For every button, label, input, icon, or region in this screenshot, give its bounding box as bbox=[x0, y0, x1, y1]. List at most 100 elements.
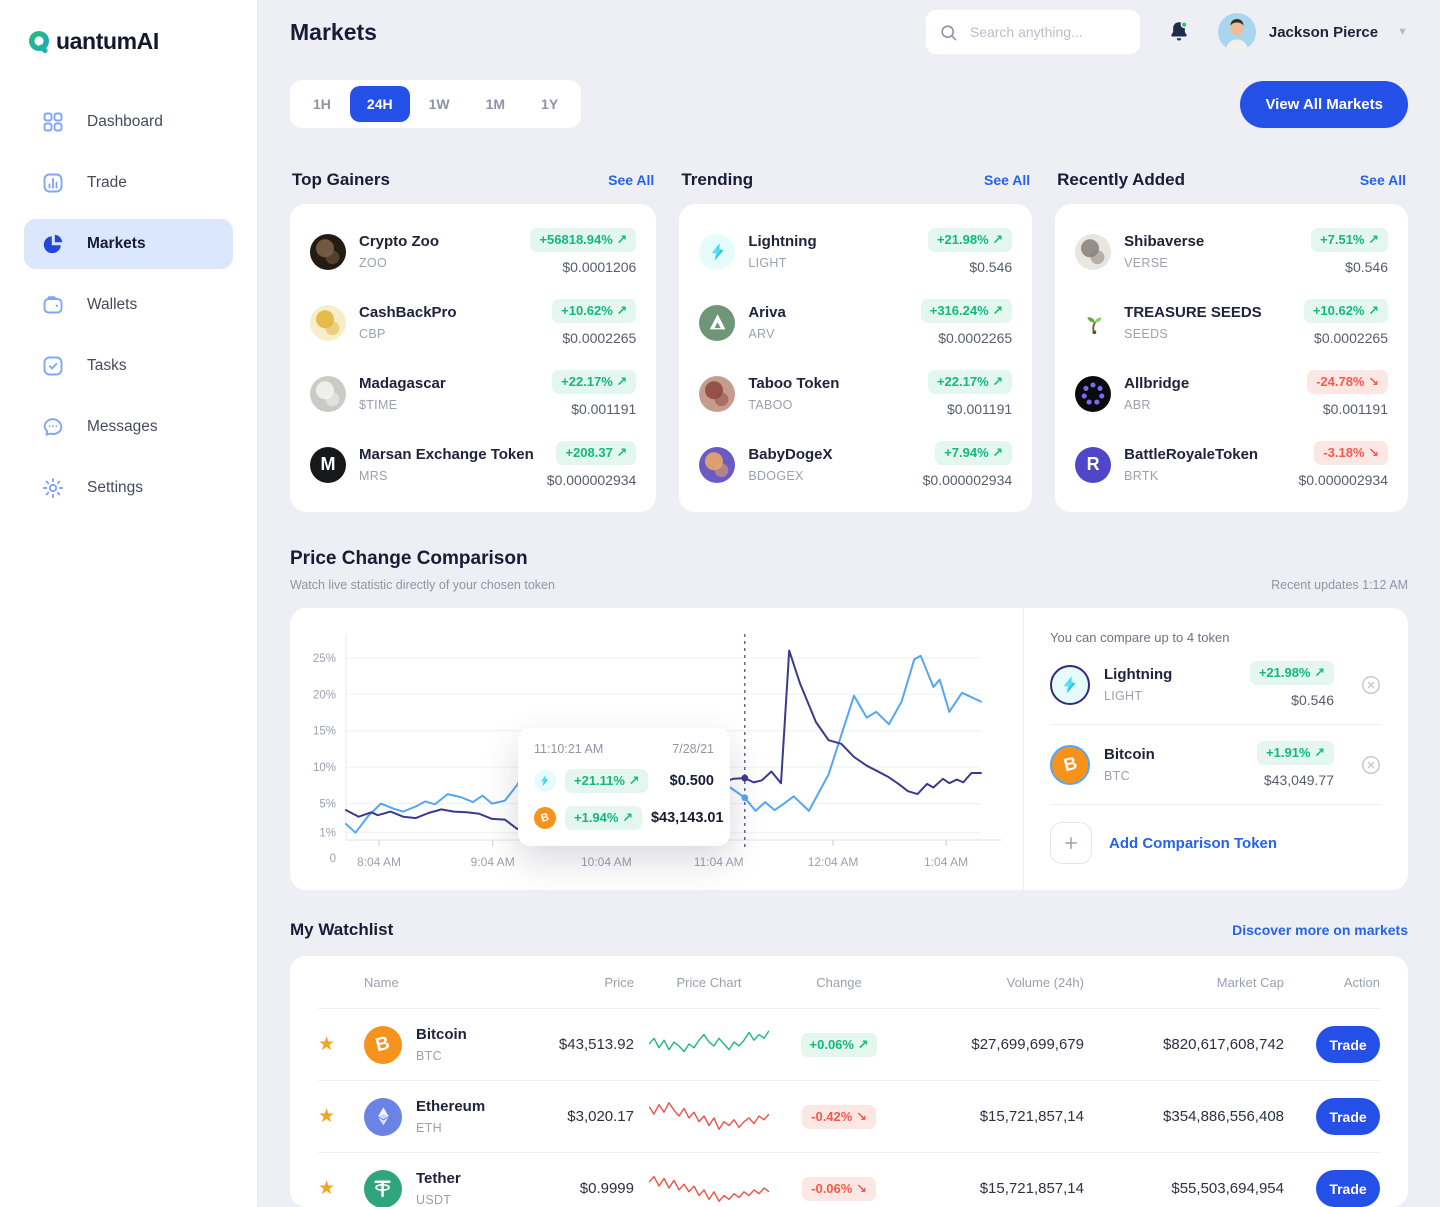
token-stats: +22.17% ↗ $0.001191 bbox=[552, 370, 637, 417]
comparison-chart[interactable]: 25% 20% 15% 10% 5% 1% 0 8:04 AM 9:04 AM 10:04 AM 1… bbox=[290, 608, 1024, 890]
sidebar-item-wallets[interactable]: Wallets bbox=[24, 280, 233, 330]
token-name: Marsan Exchange Token bbox=[359, 446, 534, 463]
section-header: Trending See All bbox=[679, 170, 1032, 190]
change-badge: +22.17% ↗ bbox=[552, 370, 637, 394]
token-row[interactable]: CashBackPro CBP +10.62% ↗ $0.0002265 bbox=[310, 287, 637, 358]
timeframe-tab-24h[interactable]: 24H bbox=[349, 86, 410, 122]
market-cap-cell: $55,503,694,954 bbox=[1171, 1180, 1284, 1197]
see-all-link[interactable]: See All bbox=[983, 172, 1031, 188]
column-header: Name bbox=[364, 974, 399, 990]
watchlist-row[interactable]: ★ Tether USDT $0.9999 -0.06% ↘ $15,721,857,14… bbox=[318, 1152, 1380, 1207]
chevron-down-icon: ▼ bbox=[1397, 26, 1408, 38]
token-row[interactable]: Crypto Zoo ZOO +56818.94% ↗ $0.0001206 bbox=[310, 216, 637, 287]
comparison-card: 25% 20% 15% 10% 5% 1% 0 8:04 AM 9:04 AM 10:04 AM 1… bbox=[290, 608, 1408, 890]
sidebar-item-dashboard[interactable]: Dashboard bbox=[24, 97, 233, 147]
sidebar-item-label: Markets bbox=[87, 235, 146, 252]
tasks-check-icon bbox=[41, 354, 65, 378]
token-row[interactable]: R BattleRoyaleToken BRTK -3.18% ↘ $0.0000029… bbox=[1075, 429, 1388, 500]
svg-text:20%: 20% bbox=[313, 689, 336, 701]
sidebar-item-trade[interactable]: Trade bbox=[24, 158, 233, 208]
token-price: $0.001191 bbox=[571, 401, 637, 417]
token-row[interactable]: Ariva ARV +316.24% ↗ $0.0002265 bbox=[699, 287, 1013, 358]
tooltip-value: $43,143.01 bbox=[650, 810, 724, 826]
topbar: Markets bbox=[290, 10, 1408, 54]
search-box[interactable] bbox=[925, 10, 1140, 54]
token-symbol: ETH bbox=[416, 1121, 442, 1135]
token-row[interactable]: Allbridge ABR -24.78% ↘ $0.001191 bbox=[1075, 358, 1388, 429]
timeframe-tab-1w[interactable]: 1W bbox=[412, 86, 467, 122]
token-row[interactable]: Lightning LIGHT +21.98% ↗ $0.546 bbox=[699, 216, 1013, 287]
coin-cell: B Bitcoin BTC bbox=[364, 1025, 514, 1064]
timeframe-tab-1h[interactable]: 1H bbox=[296, 86, 348, 122]
token-row[interactable]: TREASURE SEEDS SEEDS +10.62% ↗ $0.0002265 bbox=[1075, 287, 1388, 358]
battleroyaletoken-icon: R bbox=[1075, 446, 1112, 483]
token-row[interactable]: Taboo Token TABOO +22.17% ↗ $0.001191 bbox=[699, 358, 1013, 429]
token-stats: -3.18% ↘ $0.000002934 bbox=[1298, 441, 1388, 488]
discover-markets-link[interactable]: Discover more on markets bbox=[1232, 922, 1408, 938]
sidebar-item-settings[interactable]: Settings bbox=[24, 463, 233, 513]
token-name: CashBackPro bbox=[359, 304, 457, 321]
token-stats: +21.98% ↗ $0.546 bbox=[927, 228, 1013, 275]
token-price: $0.0002265 bbox=[1314, 330, 1388, 346]
see-all-link[interactable]: See All bbox=[608, 172, 655, 188]
favorite-star-icon[interactable]: ★ bbox=[318, 1105, 364, 1128]
timeframe-tab-1y[interactable]: 1Y bbox=[524, 86, 575, 122]
user-menu[interactable]: Jackson Pierce ▼ bbox=[1217, 13, 1408, 51]
token-row[interactable]: Madagascar $TIME +22.17% ↗ $0.001191 bbox=[310, 358, 637, 429]
logo-q-icon bbox=[26, 28, 53, 55]
see-all-link[interactable]: See All bbox=[1359, 172, 1406, 188]
timeframe-tab-1m[interactable]: 1M bbox=[469, 86, 522, 122]
market-section-recently-added: Recently Added See All Shibaverse VERSE +7.5… bbox=[1055, 170, 1408, 512]
sidebar-item-messages[interactable]: Messages bbox=[24, 402, 233, 452]
token-symbol: $TIME bbox=[359, 398, 398, 412]
user-name: Jackson Pierce bbox=[1268, 23, 1379, 41]
token-meta: BabyDogeX BDOGEX bbox=[748, 446, 832, 483]
token-stats: +10.62% ↗ $0.0002265 bbox=[552, 299, 637, 346]
token-meta: CashBackPro CBP bbox=[359, 304, 457, 341]
sidebar-item-markets[interactable]: Markets bbox=[24, 219, 233, 269]
trade-button[interactable]: Trade bbox=[1316, 1098, 1380, 1135]
svg-text:9:04 AM: 9:04 AM bbox=[471, 855, 515, 869]
search-input[interactable] bbox=[967, 23, 1127, 41]
change-badge: +1.91% ↗ bbox=[1257, 741, 1334, 765]
watchlist-row[interactable]: ★ B Bitcoin BTC $43,513.92 +0.06% ↗ $27,699,69… bbox=[318, 1008, 1380, 1080]
trade-button[interactable]: Trade bbox=[1316, 1026, 1380, 1063]
section-header: Recently Added See All bbox=[1055, 170, 1408, 190]
token-row[interactable]: M Marsan Exchange Token MRS +208.37 ↗ $0.000… bbox=[310, 429, 637, 500]
token-name: Ariva bbox=[748, 304, 786, 321]
token-name: Ethereum bbox=[416, 1098, 486, 1115]
token-price: $43,049.77 bbox=[1263, 772, 1334, 788]
add-comparison-token-label: Add Comparison Token bbox=[1109, 834, 1278, 852]
token-stats: +21.98% ↗ $0.546 bbox=[1249, 661, 1334, 708]
token-row[interactable]: Shibaverse VERSE +7.51% ↗ $0.546 bbox=[1075, 216, 1388, 287]
watchlist-row[interactable]: ★ Ethereum ETH $3,020.17 -0.42% ↘ $15,721,857… bbox=[318, 1080, 1380, 1152]
column-header: Volume (24h) bbox=[1006, 974, 1084, 990]
remove-token-icon[interactable] bbox=[1360, 754, 1382, 776]
avatar bbox=[1217, 13, 1256, 51]
token-price: $0.0002265 bbox=[562, 330, 637, 346]
view-all-markets-button[interactable]: View All Markets bbox=[1240, 80, 1408, 128]
section-title: Recently Added bbox=[1057, 170, 1185, 189]
change-badge: +1.94% ↗ bbox=[565, 806, 642, 830]
chart-tooltip: 11:10:21 AM 7/28/21 +21.11% ↗ $0.500 B +1.9… bbox=[518, 728, 730, 846]
notifications-bell-icon[interactable] bbox=[1166, 19, 1192, 45]
remove-token-icon[interactable] bbox=[1360, 674, 1382, 696]
token-price: $0.546 bbox=[969, 259, 1013, 275]
comparison-token-row: Lightning LIGHT +21.98% ↗ $0.546 bbox=[1050, 645, 1382, 725]
favorite-star-icon[interactable]: ★ bbox=[318, 1177, 364, 1200]
trade-button[interactable]: Trade bbox=[1316, 1170, 1380, 1207]
change-badge: +316.24% ↗ bbox=[920, 299, 1013, 323]
timeframe-tabs: 1H 24H 1W 1M 1Y bbox=[290, 80, 582, 128]
sidebar-item-tasks[interactable]: Tasks bbox=[24, 341, 233, 391]
tether-icon bbox=[364, 1169, 402, 1207]
change-badge: +208.37 ↗ bbox=[556, 441, 637, 465]
token-row[interactable]: BabyDogeX BDOGEX +7.94% ↗ $0.000002934 bbox=[699, 429, 1013, 500]
token-price: $0.0002265 bbox=[938, 330, 1013, 346]
volume-cell: $15,721,857,14 bbox=[979, 1180, 1084, 1197]
token-symbol: TABOO bbox=[748, 398, 793, 412]
favorite-star-icon[interactable]: ★ bbox=[318, 1033, 364, 1056]
add-comparison-token-button[interactable]: Add Comparison Token bbox=[1050, 822, 1382, 864]
section-title: Trending bbox=[681, 170, 754, 189]
section-title: Top Gainers bbox=[292, 170, 390, 189]
token-stats: +10.62% ↗ $0.0002265 bbox=[1303, 299, 1388, 346]
